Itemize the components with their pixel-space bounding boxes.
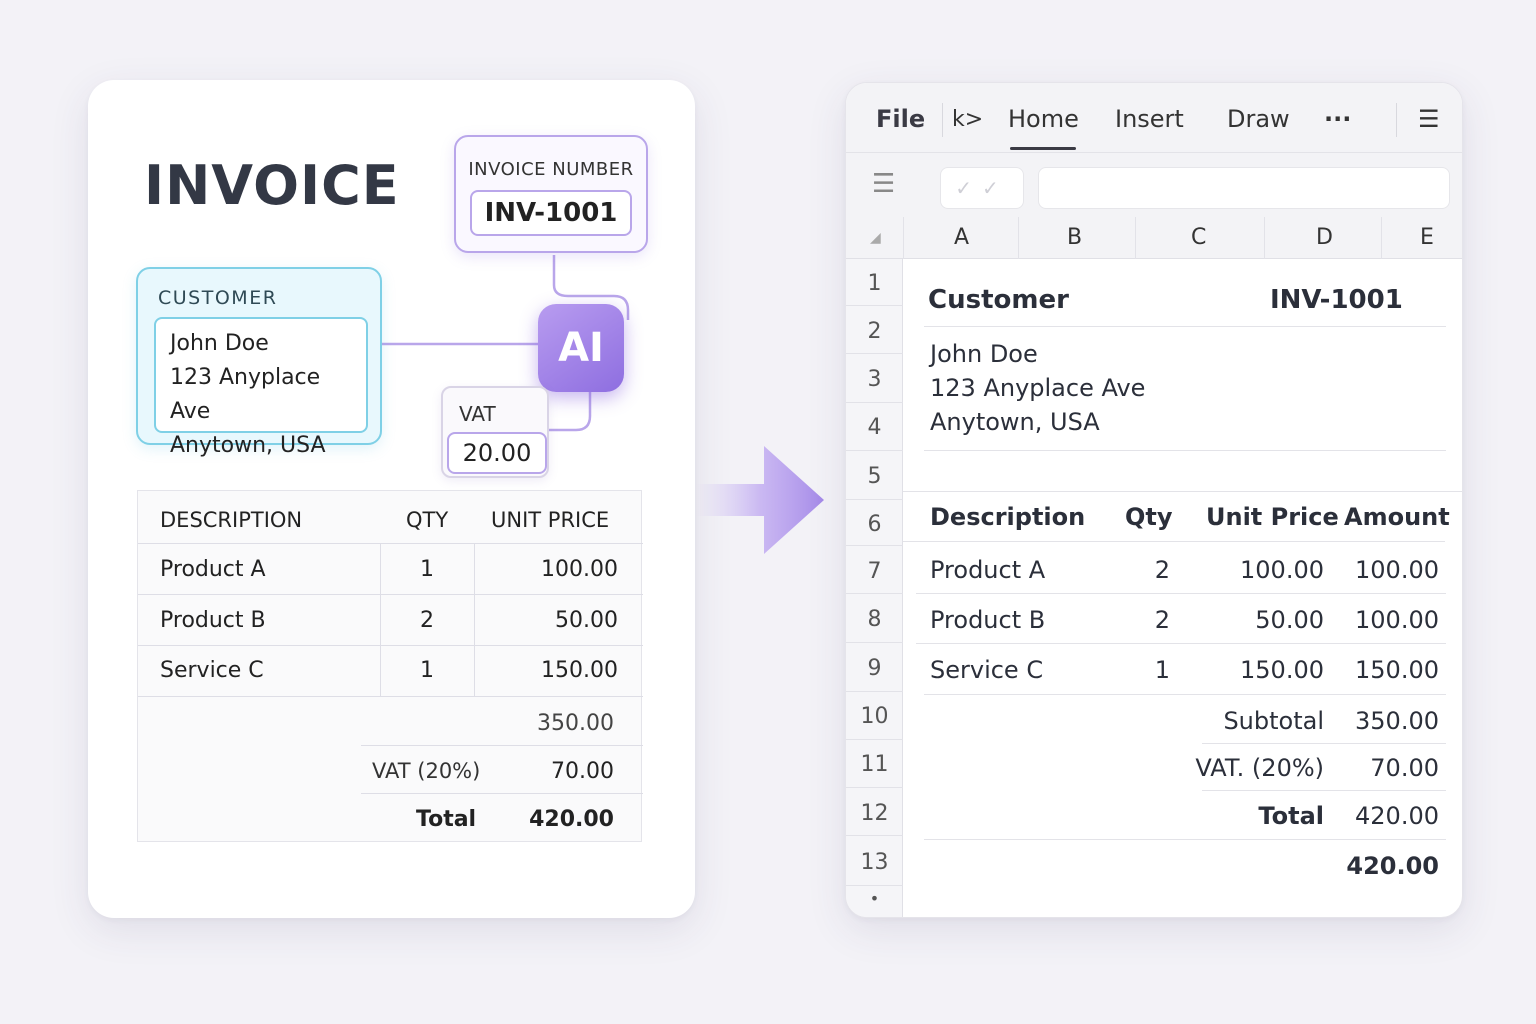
invoice-number-label: INVOICE NUMBER bbox=[468, 159, 634, 180]
row-6[interactable]: 6 bbox=[867, 512, 882, 537]
vat-row-value: 70.00 bbox=[551, 759, 614, 784]
header-qty: QTY bbox=[406, 508, 449, 532]
item-1-qty-cell[interactable]: 2 bbox=[1154, 556, 1170, 584]
row-2-unit-price: 50.00 bbox=[555, 608, 618, 633]
row-2-description: Product B bbox=[160, 608, 266, 633]
column-d[interactable]: D bbox=[1316, 225, 1333, 250]
row-2-qty: 2 bbox=[420, 608, 434, 633]
vat-field: VAT 20.00 bbox=[441, 386, 549, 478]
vat-label-cell[interactable]: VAT. (20%) bbox=[1195, 754, 1324, 782]
row-3-description: Service C bbox=[160, 658, 264, 683]
item-1-unit-price-cell[interactable]: 100.00 bbox=[1240, 556, 1324, 584]
customer-heading-cell[interactable]: Customer bbox=[928, 285, 1069, 315]
invoice-number-value: INV-1001 bbox=[470, 190, 632, 236]
row-3-qty: 1 bbox=[420, 658, 434, 683]
row-1[interactable]: 1 bbox=[867, 271, 882, 296]
item-3-qty-cell[interactable]: 1 bbox=[1154, 656, 1170, 684]
invoice-document: INVOICE INVOICE NUMBER INV-1001 CUSTOMER… bbox=[88, 80, 695, 918]
item-3-amount-cell[interactable]: 150.00 bbox=[1355, 656, 1439, 684]
row-3[interactable]: 3 bbox=[867, 367, 882, 392]
row-headers: 1 2 3 4 5 6 7 8 9 10 11 12 13 • bbox=[846, 259, 903, 917]
ai-badge: AI bbox=[538, 304, 624, 392]
tab-home[interactable]: Home bbox=[1008, 105, 1079, 133]
row-12[interactable]: 12 bbox=[860, 801, 889, 826]
total-value: 420.00 bbox=[529, 807, 614, 832]
item-2-qty-cell[interactable]: 2 bbox=[1154, 606, 1170, 634]
subtotal-label-cell[interactable]: Subtotal bbox=[1223, 707, 1324, 735]
menu-icon[interactable]: ☰ bbox=[1418, 105, 1440, 133]
header-description-cell[interactable]: Description bbox=[930, 503, 1086, 531]
customer-street-cell[interactable]: 123 Anyplace Ave bbox=[930, 374, 1146, 402]
item-1-description-cell[interactable]: Product A bbox=[930, 556, 1046, 584]
column-b[interactable]: B bbox=[1067, 225, 1083, 250]
customer-city: Anytown, USA bbox=[170, 433, 326, 458]
header-description: DESCRIPTION bbox=[160, 508, 303, 532]
item-2-amount-cell[interactable]: 100.00 bbox=[1355, 606, 1439, 634]
ribbon-tabs: File k> Home Insert Draw ··· ☰ bbox=[846, 83, 1462, 153]
subtotal-value: 350.00 bbox=[537, 711, 614, 736]
more-icon[interactable]: ··· bbox=[1324, 105, 1352, 133]
row-7[interactable]: 7 bbox=[867, 559, 882, 584]
total-value-cell[interactable]: 420.00 bbox=[1355, 802, 1439, 830]
vat-label: VAT bbox=[459, 402, 496, 426]
item-3-description-cell[interactable]: Service C bbox=[930, 656, 1044, 684]
vat-value: 20.00 bbox=[447, 432, 547, 474]
row-1-unit-price: 100.00 bbox=[541, 557, 618, 582]
tab-draw[interactable]: Draw bbox=[1227, 105, 1290, 133]
select-all-corner-icon[interactable]: ◢ bbox=[870, 230, 881, 246]
column-headers: ◢ A B C D E bbox=[846, 217, 1462, 259]
row-10[interactable]: 10 bbox=[860, 704, 889, 729]
customer-label: CUSTOMER bbox=[158, 287, 278, 309]
row-8[interactable]: 8 bbox=[867, 607, 882, 632]
item-1-amount-cell[interactable]: 100.00 bbox=[1355, 556, 1439, 584]
row-3-unit-price: 150.00 bbox=[541, 658, 618, 683]
row-13[interactable]: 13 bbox=[860, 850, 889, 875]
tab-insert[interactable]: Insert bbox=[1115, 105, 1184, 133]
subtotal-value-cell[interactable]: 350.00 bbox=[1355, 707, 1439, 735]
formula-input[interactable] bbox=[1038, 167, 1450, 209]
customer-address: John Doe 123 Anyplace Ave Anytown, USA bbox=[154, 317, 368, 458]
row-4[interactable]: 4 bbox=[867, 415, 882, 440]
hamburger-icon[interactable]: ☰ bbox=[872, 169, 896, 199]
row-5[interactable]: 5 bbox=[867, 464, 882, 489]
tab-file[interactable]: File bbox=[876, 105, 926, 133]
customer-name: John Doe bbox=[170, 331, 269, 356]
customer-name-cell[interactable]: John Doe bbox=[930, 340, 1038, 368]
row-more[interactable]: • bbox=[869, 889, 880, 908]
row-2[interactable]: 2 bbox=[867, 319, 882, 344]
invoice-title: INVOICE bbox=[144, 154, 400, 217]
item-3-unit-price-cell[interactable]: 150.00 bbox=[1240, 656, 1324, 684]
customer-field: CUSTOMER John Doe 123 Anyplace Ave Anyto… bbox=[136, 267, 382, 458]
active-tab-indicator bbox=[1010, 147, 1076, 150]
total-label-cell[interactable]: Total bbox=[1258, 802, 1324, 830]
item-2-description-cell[interactable]: Product B bbox=[930, 606, 1046, 634]
customer-street: 123 Anyplace Ave bbox=[170, 365, 321, 424]
vat-value-cell[interactable]: 70.00 bbox=[1370, 754, 1439, 782]
code-icon[interactable]: k> bbox=[952, 107, 984, 132]
header-qty-cell[interactable]: Qty bbox=[1125, 503, 1173, 531]
header-unit-price-cell[interactable]: Unit Price bbox=[1206, 503, 1339, 531]
invoice-number-cell[interactable]: INV-1001 bbox=[1270, 285, 1403, 315]
row-9[interactable]: 9 bbox=[867, 656, 882, 681]
item-2-unit-price-cell[interactable]: 50.00 bbox=[1255, 606, 1324, 634]
header-unit-price: UNIT PRICE bbox=[491, 508, 610, 532]
row-1-description: Product A bbox=[160, 557, 266, 582]
invoice-line-items-table: DESCRIPTION QTY UNIT PRICE Product A 1 1… bbox=[137, 490, 643, 842]
column-a[interactable]: A bbox=[954, 225, 970, 250]
row-11[interactable]: 11 bbox=[860, 752, 889, 777]
vat-row-label: VAT (20%) bbox=[372, 759, 481, 783]
total-label: Total bbox=[416, 807, 477, 832]
final-total-cell[interactable]: 420.00 bbox=[1346, 852, 1439, 880]
spreadsheet-window: File k> Home Insert Draw ··· ☰ ☰ ✓✓ ◢ A … bbox=[845, 82, 1463, 918]
invoice-number-field: INVOICE NUMBER INV-1001 bbox=[454, 135, 648, 253]
confirm-check-icon[interactable]: ✓✓ bbox=[940, 167, 1024, 209]
header-amount-cell[interactable]: Amount bbox=[1344, 503, 1450, 531]
customer-city-cell[interactable]: Anytown, USA bbox=[930, 408, 1100, 436]
row-1-qty: 1 bbox=[420, 557, 434, 582]
right-arrow-icon bbox=[696, 446, 824, 554]
column-c[interactable]: C bbox=[1191, 225, 1207, 250]
column-e[interactable]: E bbox=[1420, 225, 1434, 250]
